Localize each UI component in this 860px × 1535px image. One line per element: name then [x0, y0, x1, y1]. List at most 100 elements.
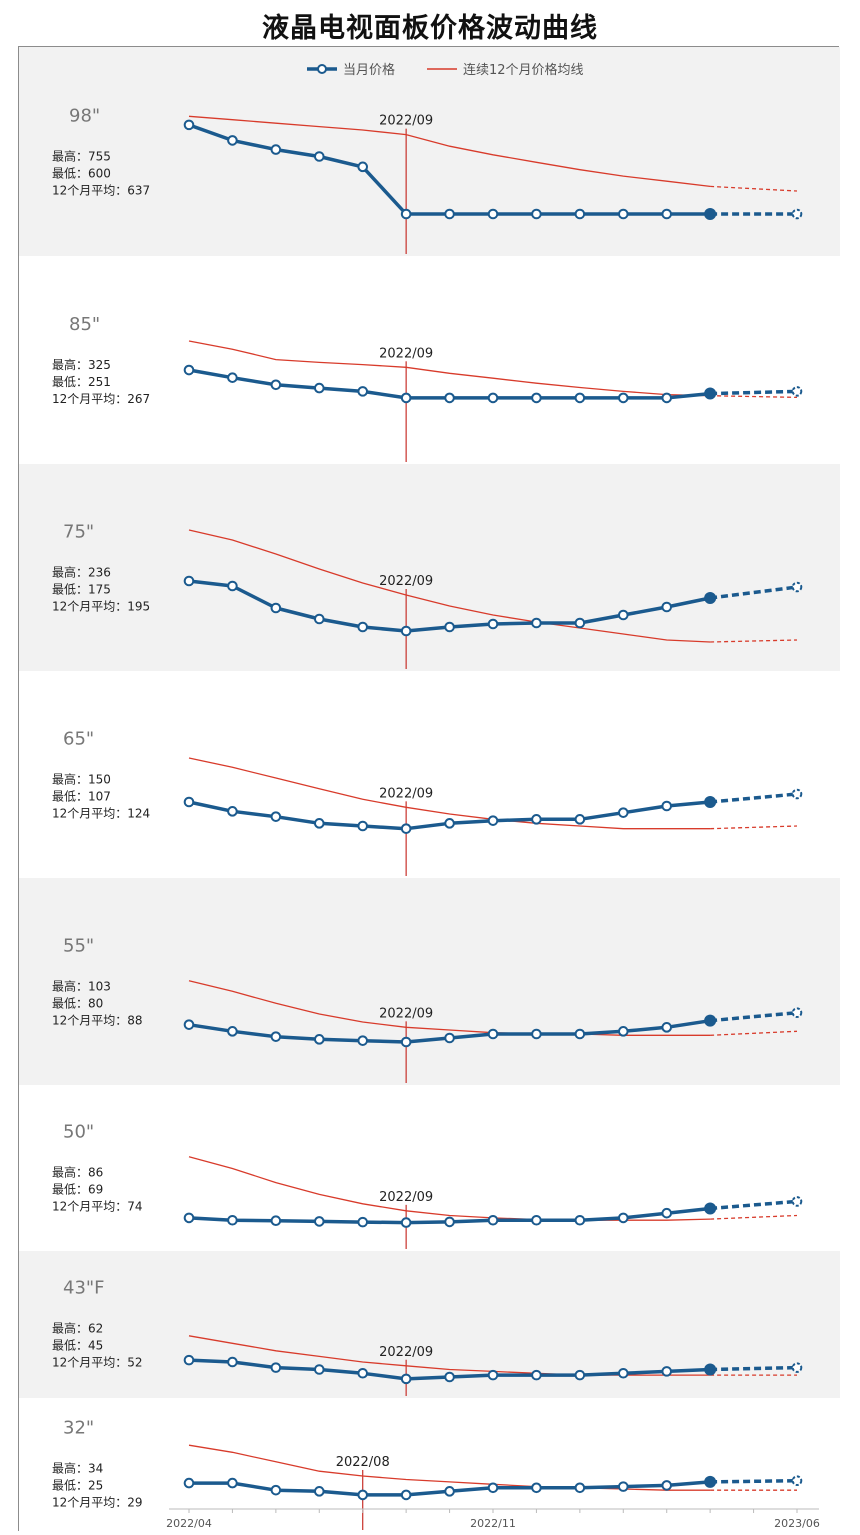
price-point: [227, 1026, 238, 1037]
price-point: [270, 1215, 282, 1227]
stat-high-value: 62: [88, 1321, 103, 1335]
marker-date-label: 2022/09: [379, 114, 433, 129]
marker-date-label: 2022/09: [379, 346, 433, 361]
price-point-current: [704, 1202, 717, 1215]
price-point: [531, 1214, 542, 1226]
stat-avg-value: 267: [127, 392, 150, 406]
price-point: [574, 1369, 586, 1381]
stat-low: 最低：600: [52, 167, 111, 181]
stat-low-value: 80: [88, 997, 103, 1011]
stat-avg-label: 12个月平均：: [52, 600, 127, 614]
price-point: [444, 1371, 455, 1383]
avg-series-line: [188, 340, 711, 397]
price-point: [357, 1216, 369, 1228]
stat-high-label: 最高：: [52, 1320, 88, 1335]
stat-high-value: 150: [88, 773, 111, 787]
panel-size-label: 55": [63, 936, 94, 957]
price-point: [661, 1480, 673, 1491]
price-point: [183, 1019, 195, 1030]
stat-high: 最高：755: [52, 149, 111, 164]
price-point: [661, 1207, 673, 1219]
panel-band-2: [19, 256, 840, 464]
price-point-current: [704, 208, 717, 220]
legend-price-label: 当月价格: [343, 62, 395, 78]
price-point: [313, 613, 325, 625]
stat-avg: 12个月平均：124: [52, 807, 150, 821]
marker-date-label: 2022/09: [379, 786, 433, 801]
price-point: [574, 1214, 586, 1226]
stat-low-label: 最低：: [52, 1182, 88, 1196]
stat-avg-value: 88: [127, 1014, 142, 1028]
price-point: [661, 208, 673, 220]
price-point: [400, 625, 412, 637]
stat-high: 最高：103: [52, 979, 111, 994]
price-point: [531, 1369, 542, 1381]
stat-high-label: 最高：: [52, 357, 88, 372]
price-point: [661, 800, 673, 812]
stat-avg-label: 12个月平均：: [52, 184, 127, 198]
stat-avg: 12个月平均：267: [52, 392, 150, 406]
avg-series-line: [188, 757, 711, 830]
x-axis-tick-label: 2022/11: [470, 1517, 516, 1530]
price-point: [357, 621, 369, 633]
stat-high: 最高：62: [52, 1320, 103, 1335]
stat-high: 最高：150: [52, 772, 111, 787]
stat-high-value: 325: [88, 358, 111, 372]
stat-low-label: 最低：: [52, 167, 88, 181]
price-point: [617, 1481, 629, 1492]
stat-avg: 12个月平均：88: [52, 1014, 143, 1028]
price-point: [270, 1362, 282, 1373]
stat-low: 最低：69: [52, 1182, 103, 1196]
price-series-forecast-line: [710, 1365, 798, 1372]
panel-size-label: 98": [69, 106, 100, 127]
price-point: [487, 1214, 499, 1226]
stat-high-value: 236: [88, 566, 111, 580]
legend-price-marker: [317, 64, 327, 74]
price-series-forecast-line: [710, 389, 798, 396]
stat-low-value: 251: [88, 375, 111, 389]
price-point: [357, 1367, 369, 1379]
panel-band-8: [19, 1398, 840, 1532]
stat-high-value: 86: [88, 1165, 103, 1179]
price-point-forecast: [791, 788, 803, 800]
stat-low-label: 最低：: [52, 1479, 88, 1493]
stat-low: 最低：107: [52, 790, 111, 804]
stat-high-value: 34: [88, 1462, 103, 1476]
price-point: [183, 575, 195, 587]
price-point: [487, 208, 499, 220]
price-point: [313, 1486, 325, 1497]
price-point: [400, 1036, 412, 1048]
stat-avg-label: 12个月平均：: [52, 392, 127, 406]
stat-low-value: 107: [88, 790, 111, 804]
stat-avg-value: 52: [127, 1355, 142, 1369]
price-point: [227, 1356, 238, 1368]
price-point-forecast: [791, 581, 803, 593]
price-point: [617, 1212, 629, 1224]
price-point: [574, 392, 586, 404]
stat-avg-label: 12个月平均：: [52, 1014, 127, 1028]
marker-date-label: 2022/09: [379, 1345, 433, 1360]
price-point: [617, 807, 629, 818]
price-point-forecast: [791, 1362, 803, 1373]
price-point: [313, 818, 325, 829]
stat-avg-value: 29: [127, 1496, 142, 1510]
price-point: [487, 618, 499, 630]
stat-low-label: 最低：: [52, 375, 88, 389]
stat-low-label: 最低：: [52, 997, 88, 1011]
panel-size-label: 85": [69, 314, 100, 335]
stat-low: 最低：80: [52, 997, 103, 1011]
price-point: [574, 208, 586, 220]
price-series-forecast-line: [709, 792, 798, 804]
price-point: [227, 1214, 238, 1226]
price-point: [617, 609, 629, 621]
price-point: [574, 1482, 586, 1494]
price-point: [400, 392, 412, 404]
price-point: [531, 814, 542, 825]
chart-frame: 当月价格 连续12个月价格均线 98" 最高：755 最低：600 12个月平均：637 2…: [18, 46, 840, 1532]
stat-high: 最高：325: [52, 357, 111, 372]
stat-high-label: 最高：: [52, 1461, 88, 1476]
price-point: [444, 1486, 455, 1497]
price-point: [357, 820, 369, 832]
price-series-forecast-line: [709, 1010, 798, 1023]
marker-date-label: 2022/08: [336, 1455, 390, 1470]
